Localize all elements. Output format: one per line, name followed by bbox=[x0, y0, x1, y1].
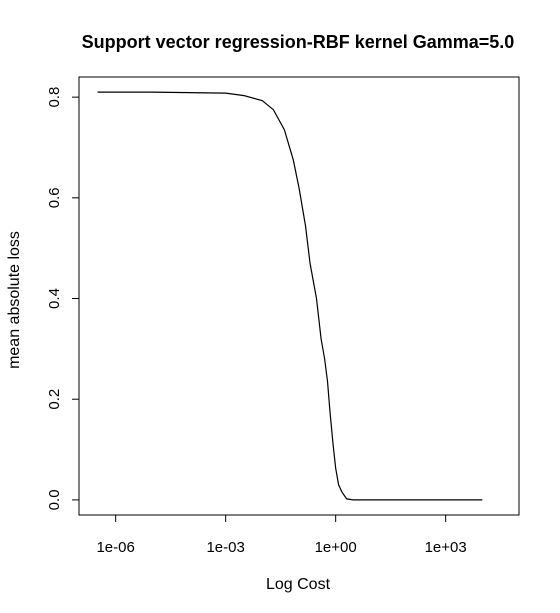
y-tick-label: 0.2 bbox=[46, 389, 63, 410]
x-axis: 1e-06 1e-03 1e+00 1e+03 bbox=[96, 515, 467, 556]
y-axis-label: mean absolute loss bbox=[6, 231, 23, 369]
y-tick-label: 0.0 bbox=[46, 489, 63, 510]
y-axis: 0.0 0.2 0.4 0.6 0.8 bbox=[46, 87, 79, 510]
x-axis-label: Log Cost bbox=[266, 576, 331, 593]
series-line bbox=[97, 91, 483, 501]
y-tick-label: 0.8 bbox=[46, 87, 63, 108]
x-tick-label: 1e+03 bbox=[425, 539, 467, 556]
chart-title: Support vector regression-RBF kernel Gam… bbox=[82, 32, 515, 52]
y-tick-label: 0.4 bbox=[46, 288, 63, 309]
x-tick-label: 1e+00 bbox=[315, 539, 357, 556]
x-tick-label: 1e-06 bbox=[96, 539, 134, 556]
plot-area-frame bbox=[78, 76, 520, 516]
x-tick-label: 1e-03 bbox=[206, 539, 244, 556]
y-tick-label: 0.6 bbox=[46, 187, 63, 208]
